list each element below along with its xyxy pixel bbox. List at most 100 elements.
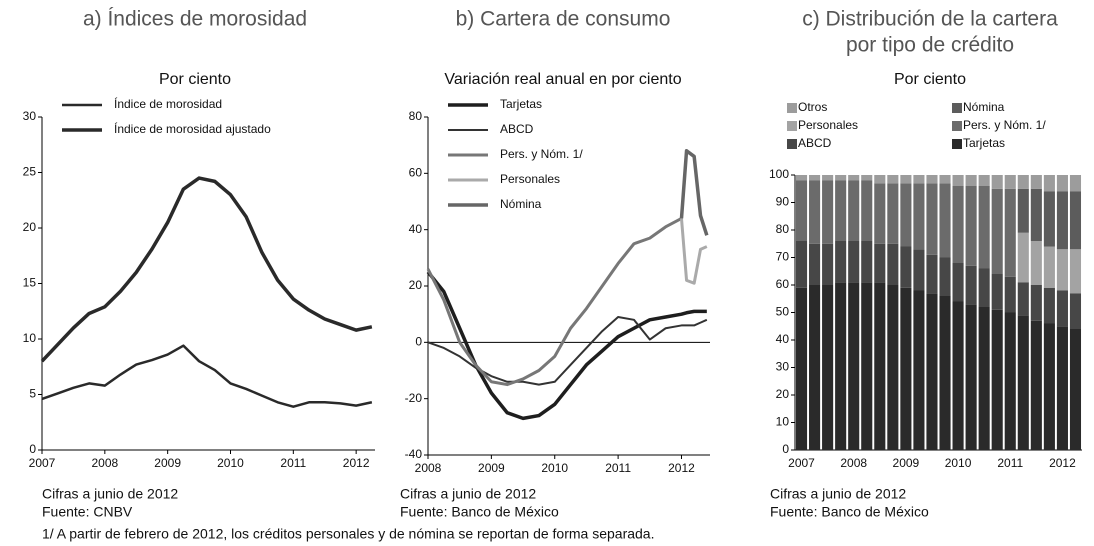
bar-segment (952, 186, 964, 263)
bar-segment (848, 175, 860, 181)
bar-segment (939, 257, 951, 296)
bar-segment (991, 175, 1003, 189)
bar-segment (795, 175, 808, 181)
x-tick-label: 2008 (415, 461, 442, 475)
bar-segment (1004, 276, 1016, 313)
bar-segment (1069, 175, 1082, 192)
x-tick-label: 2007 (29, 456, 56, 470)
y-tick-label: 0 (415, 335, 422, 349)
bar-segment (1043, 191, 1055, 247)
legend-swatch (787, 139, 797, 149)
bar-segment (1017, 232, 1029, 283)
bar-segment (1017, 282, 1029, 316)
bar-segment (887, 175, 899, 184)
bar-segment (1004, 312, 1016, 450)
x-tick-label: 2012 (343, 456, 370, 470)
source-note: Fuente: CNBV (42, 504, 133, 520)
legend-label: Tarjetas (963, 136, 1005, 150)
x-tick-label: 2009 (154, 456, 181, 470)
bar-segment (822, 285, 834, 450)
bar-segment (900, 287, 912, 450)
bar-segment (809, 243, 821, 285)
y-tick-label: 60 (409, 166, 423, 180)
y-tick-label: -20 (405, 391, 423, 405)
bar-segment (1030, 188, 1042, 241)
y-tick-label: 0 (782, 442, 789, 456)
bar-segment (795, 180, 808, 241)
y-tick-label: 25 (23, 165, 37, 179)
x-tick-label: 2008 (840, 456, 867, 470)
legend-label: Personales (500, 172, 560, 186)
bar-segment (965, 175, 977, 186)
bar-segment (991, 188, 1003, 274)
bar-segment (1069, 293, 1082, 329)
y-tick-label: 0 (29, 442, 36, 456)
chart-title: b) Cartera de consumo (456, 8, 671, 31)
legend-swatch (952, 121, 962, 131)
x-tick-label: 2007 (788, 456, 815, 470)
chart-subtitle: Por ciento (894, 71, 966, 88)
bar-segment (1030, 241, 1042, 285)
x-tick-label: 2011 (605, 461, 631, 475)
y-tick-label: 30 (23, 109, 37, 123)
bar-segment (965, 304, 977, 450)
legend-label: ABCD (798, 136, 832, 150)
chart-title: por tipo de crédito (846, 34, 1014, 57)
y-tick-label: 40 (776, 332, 790, 346)
bar-segment (809, 285, 821, 450)
bar-segment (809, 180, 821, 244)
bar-segment (861, 180, 873, 241)
bar-segment (1030, 285, 1042, 321)
legend-label: Pers. y Nóm. 1/ (500, 147, 583, 161)
bar-segment (926, 183, 938, 255)
source-note: Cifras a junio de 2012 (400, 486, 536, 502)
legend-label: Pers. y Nóm. 1/ (963, 118, 1046, 132)
bar-segment (965, 265, 977, 305)
bar-segment (887, 243, 899, 285)
bar-segment (1043, 246, 1055, 288)
bar-segment (1043, 323, 1055, 450)
series-line (679, 218, 708, 285)
legend-swatch (787, 121, 797, 131)
bar-segment (861, 175, 873, 181)
bar-segment (1056, 290, 1068, 327)
legend-swatch (787, 103, 797, 113)
bar-segment (939, 183, 951, 258)
bar-segment (835, 241, 847, 283)
source-note: Fuente: Banco de México (770, 504, 929, 520)
x-tick-label: 2010 (217, 456, 244, 470)
bar-segment (795, 287, 808, 450)
chart-title: c) Distribución de la cartera (802, 8, 1058, 31)
y-tick-label: 70 (776, 250, 790, 264)
series-line (426, 217, 683, 387)
legend-label: ABCD (500, 122, 534, 136)
bar-segment (900, 183, 912, 247)
bar-segment (835, 175, 847, 181)
bar-segment (900, 246, 912, 288)
y-tick-label: 90 (776, 195, 790, 209)
legend-swatch (952, 139, 962, 149)
bar-segment (861, 241, 873, 283)
y-tick-label: 60 (776, 277, 790, 291)
bar-segment (887, 285, 899, 450)
y-tick-label: 50 (776, 305, 790, 319)
bar-segment (952, 263, 964, 302)
x-tick-label: 2011 (280, 456, 306, 470)
bar-segment (1017, 188, 1029, 233)
chart-subtitle: Por ciento (159, 71, 231, 88)
bar-segment (1017, 315, 1029, 450)
bar-segment (939, 296, 951, 450)
bar-segment (952, 301, 964, 450)
y-tick-label: 10 (776, 415, 790, 429)
bar-segment (1056, 326, 1068, 450)
y-tick-label: 20 (776, 387, 790, 401)
series-line (426, 270, 707, 421)
y-tick-label: 10 (23, 331, 37, 345)
bar-segment (874, 175, 886, 184)
chart-subtitle: Variación real anual en por ciento (444, 71, 681, 88)
source-note: Cifras a junio de 2012 (770, 486, 906, 502)
legend-label: Índice de morosidad ajustado (114, 121, 271, 136)
series-line (41, 344, 373, 408)
legend-label: Nómina (500, 197, 542, 211)
